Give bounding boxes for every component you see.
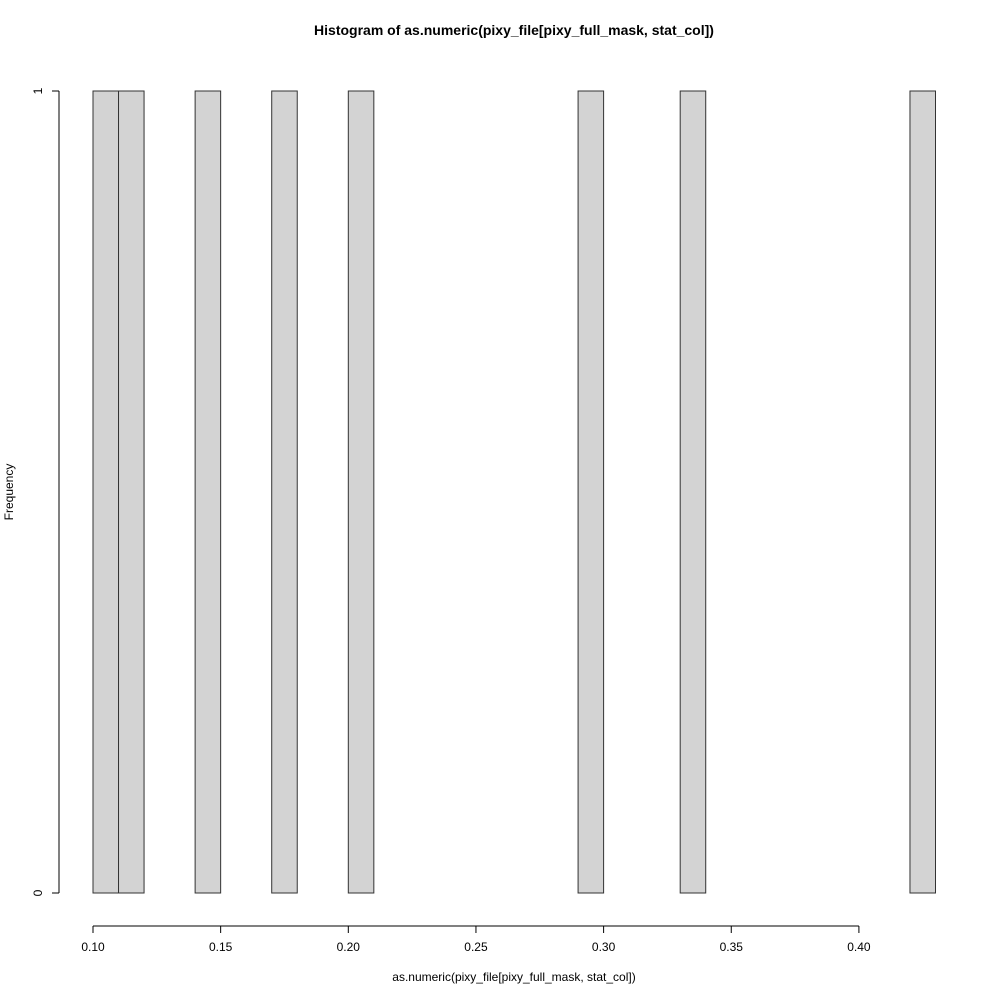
x-tick-label: 0.30	[592, 940, 616, 954]
x-tick-label: 0.10	[81, 940, 105, 954]
histogram-bar-0	[92, 90, 120, 894]
chart-title: Histogram of as.numeric(pixy_file[pixy_f…	[314, 22, 714, 38]
x-axis-label: as.numeric(pixy_file[pixy_full_mask, sta…	[392, 970, 635, 984]
histogram-bars	[92, 90, 937, 894]
histogram-bar-6	[679, 90, 707, 894]
histogram-bar-5	[577, 90, 605, 894]
x-axis: 0.10 0.15 0.20 0.25 0.30 0.35 0.40	[81, 925, 871, 954]
histogram-bar-4	[347, 90, 375, 894]
x-tick-label: 0.25	[464, 940, 488, 954]
x-tick-label: 0.35	[720, 940, 744, 954]
histogram-bar-1	[118, 90, 145, 894]
x-tick-label: 0.20	[337, 940, 361, 954]
histogram-bar-7	[909, 90, 937, 894]
x-tick-label: 0.40	[847, 940, 871, 954]
y-axis: 01	[31, 87, 60, 896]
y-axis-label: Frequency	[2, 464, 16, 521]
x-tick-label: 0.15	[209, 940, 233, 954]
histogram-bar-2	[194, 90, 222, 894]
y-tick-label: 1	[31, 87, 45, 94]
histogram-bar-3	[271, 90, 298, 894]
y-tick-label: 0	[31, 889, 45, 896]
